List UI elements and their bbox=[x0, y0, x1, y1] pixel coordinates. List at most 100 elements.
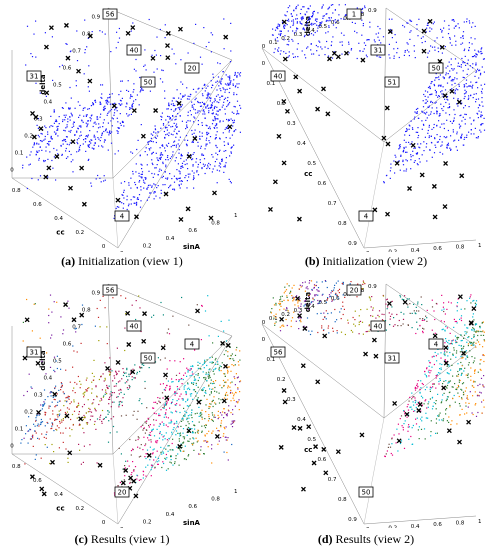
chart-a-point bbox=[180, 81, 182, 83]
chart-c-point bbox=[181, 398, 183, 400]
chart-b-point bbox=[430, 45, 432, 47]
chart-b-point bbox=[480, 123, 483, 125]
chart-d-point bbox=[441, 363, 443, 366]
chart-a-point bbox=[141, 164, 143, 166]
chart-a-point bbox=[101, 93, 103, 95]
chart-a-centroid-marker bbox=[43, 44, 49, 50]
chart-d-centroid-marker bbox=[373, 353, 379, 359]
chart-c-point bbox=[32, 434, 34, 436]
chart-a-point bbox=[108, 97, 110, 99]
chart-a-point bbox=[212, 119, 214, 121]
chart-d-point bbox=[460, 374, 462, 376]
chart-a-point bbox=[126, 195, 128, 197]
chart-a-point bbox=[84, 141, 87, 143]
chart-a-centroid-marker bbox=[115, 197, 121, 203]
chart-c-point bbox=[85, 412, 87, 414]
chart-d-point bbox=[371, 296, 373, 298]
chart-a-point bbox=[97, 137, 99, 139]
chart-c-point bbox=[51, 401, 53, 403]
chart-c-point bbox=[34, 430, 36, 432]
chart-a-point bbox=[215, 95, 218, 97]
chart-a-point bbox=[189, 173, 191, 175]
chart-a-point bbox=[197, 123, 199, 126]
chart-c-point bbox=[165, 424, 167, 426]
chart-a-point bbox=[199, 138, 201, 140]
chart-c-point bbox=[206, 380, 208, 382]
chart-d-point bbox=[449, 404, 451, 406]
chart-a-point bbox=[159, 28, 161, 31]
chart-c-point bbox=[226, 398, 228, 400]
chart-d-point bbox=[424, 318, 426, 321]
chart-d-point bbox=[393, 317, 395, 319]
chart-a-point bbox=[154, 136, 156, 138]
chart-a-point bbox=[45, 127, 47, 129]
chart-d-point bbox=[479, 326, 481, 328]
chart-c-point bbox=[191, 428, 193, 430]
chart-d-point bbox=[422, 397, 424, 399]
chart-a-point bbox=[79, 135, 81, 137]
chart-a-point bbox=[211, 112, 213, 115]
chart-d-point bbox=[278, 302, 280, 305]
chart-d-point bbox=[473, 319, 475, 321]
chart-a-point bbox=[186, 98, 189, 100]
chart-d-point bbox=[285, 309, 287, 311]
chart-a-point bbox=[136, 201, 138, 203]
chart-b-point bbox=[283, 39, 285, 41]
chart-d-centroid-label: 56 bbox=[274, 349, 283, 357]
chart-c-point bbox=[188, 324, 190, 326]
chart-a-point bbox=[92, 103, 95, 106]
chart-a-point bbox=[155, 152, 157, 154]
chart-a-point bbox=[41, 133, 43, 135]
chart-d-point bbox=[446, 308, 448, 310]
chart-b-centroid-marker bbox=[384, 105, 390, 111]
chart-c-point bbox=[193, 379, 195, 381]
chart-c-point bbox=[183, 407, 185, 409]
chart-c-point bbox=[122, 397, 124, 399]
chart-c-point bbox=[218, 398, 220, 400]
chart-b-point bbox=[284, 35, 286, 37]
chart-a-point bbox=[177, 163, 179, 165]
chart-c-point bbox=[125, 414, 127, 416]
chart-a-point bbox=[85, 135, 87, 137]
chart-a-point bbox=[138, 175, 140, 177]
chart-a-point bbox=[102, 109, 105, 111]
chart-c-point bbox=[73, 387, 75, 389]
chart-d-point bbox=[309, 303, 311, 305]
chart-d-centroid-marker bbox=[417, 402, 423, 407]
chart-d-point bbox=[314, 295, 316, 297]
chart-c-point bbox=[182, 450, 184, 452]
chart-a-point bbox=[119, 99, 122, 101]
chart-b-point bbox=[424, 90, 427, 92]
chart-d-point bbox=[407, 324, 409, 326]
chart-c-centroid-marker bbox=[36, 409, 41, 415]
chart-d-point bbox=[471, 338, 473, 340]
chart-d-point bbox=[350, 329, 352, 332]
chart-d-point bbox=[421, 304, 423, 306]
chart-c-point bbox=[40, 423, 42, 425]
chart-d-point bbox=[464, 324, 466, 326]
chart-b-point bbox=[278, 25, 281, 27]
chart-a-point bbox=[117, 127, 119, 129]
chart-c-point bbox=[85, 422, 88, 424]
chart-a-point bbox=[234, 86, 236, 88]
chart-b-point bbox=[484, 83, 486, 85]
chart-d-point bbox=[446, 372, 448, 374]
chart-c-point bbox=[40, 409, 42, 411]
chart-c-point bbox=[226, 451, 228, 454]
chart-c-point bbox=[155, 441, 157, 443]
chart-c-point bbox=[45, 373, 47, 375]
chart-a-point bbox=[215, 113, 217, 115]
chart-a-point bbox=[55, 120, 57, 122]
chart-d-point bbox=[483, 339, 485, 341]
chart-c-point bbox=[100, 375, 102, 378]
chart-b-point bbox=[402, 159, 404, 161]
chart-c-point bbox=[60, 382, 62, 384]
chart-c-point bbox=[234, 384, 236, 386]
chart-d-point bbox=[415, 332, 417, 335]
chart-c-centroid-marker bbox=[146, 452, 152, 458]
chart-c-point bbox=[199, 453, 201, 455]
chart-c-point bbox=[187, 370, 189, 372]
chart-c-point bbox=[171, 433, 173, 435]
chart-c-point bbox=[187, 383, 189, 385]
chart-b-point bbox=[469, 85, 472, 87]
